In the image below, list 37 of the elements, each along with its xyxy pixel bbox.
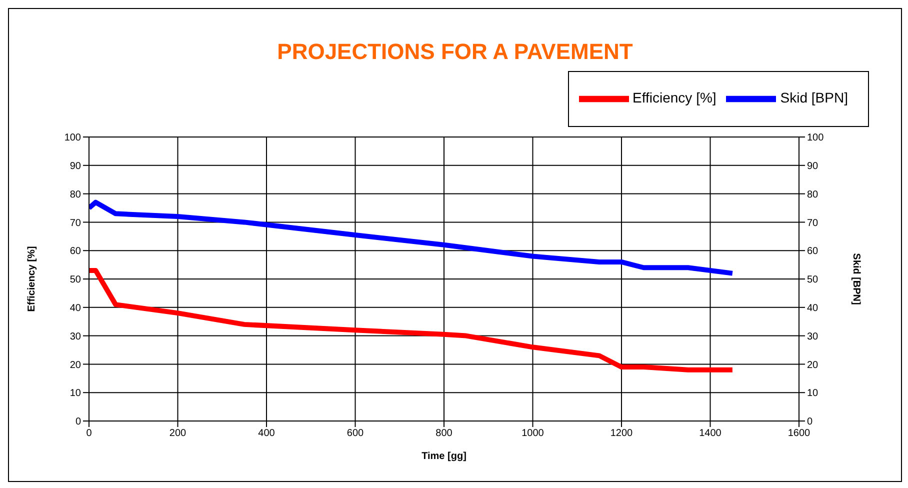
y-axis-title: Efficiency [%] [26,246,38,312]
x-tick-label: 200 [169,428,187,440]
y-tick-label: 30 [70,331,82,342]
y2-tick-label: 0 [807,416,813,428]
y-tick-label: 20 [70,360,82,371]
y-tick-label: 10 [70,388,82,400]
y2-tick-label: 70 [807,218,819,229]
x-tick-label: 0 [86,428,92,440]
y2-tick-label: 40 [807,302,819,314]
y2-tick-label: 30 [807,331,819,342]
x-tick-label: 600 [346,428,364,440]
y-tick-label: 0 [75,416,82,428]
x-tick-label: 1200 [610,428,634,440]
legend-label: Skid [BPN] [780,90,848,106]
y-tick-label: 100 [64,132,82,144]
y2-tick-label: 20 [807,360,819,371]
y-tick-label: 70 [70,218,82,229]
y-tick-label: 50 [70,274,82,286]
x-tick-label: 800 [436,428,453,440]
x-tick-label: 1400 [699,428,722,440]
y2-axis-title: Skid [BPN] [850,253,862,305]
chart-title: PROJECTIONS FOR A PAVEMENT [276,39,634,65]
x-tick-label: 1000 [522,428,544,440]
x-axis-title: Time [gg] [422,451,466,462]
y2-tick-label: 10 [807,388,819,400]
y2-tick-label: 80 [807,189,819,200]
y2-tick-label: 100 [807,132,824,144]
y-tick-label: 90 [70,160,82,172]
legend-label: Efficiency [%] [632,90,716,106]
y-tick-label: 60 [70,246,82,258]
y-tick-label: 80 [70,189,82,200]
x-tick-label: 1600 [788,428,811,440]
x-tick-label: 400 [258,428,276,440]
y-tick-label: 40 [70,302,82,314]
y2-tick-label: 90 [807,160,819,172]
y2-tick-label: 60 [807,246,819,258]
y2-tick-label: 50 [807,274,819,286]
